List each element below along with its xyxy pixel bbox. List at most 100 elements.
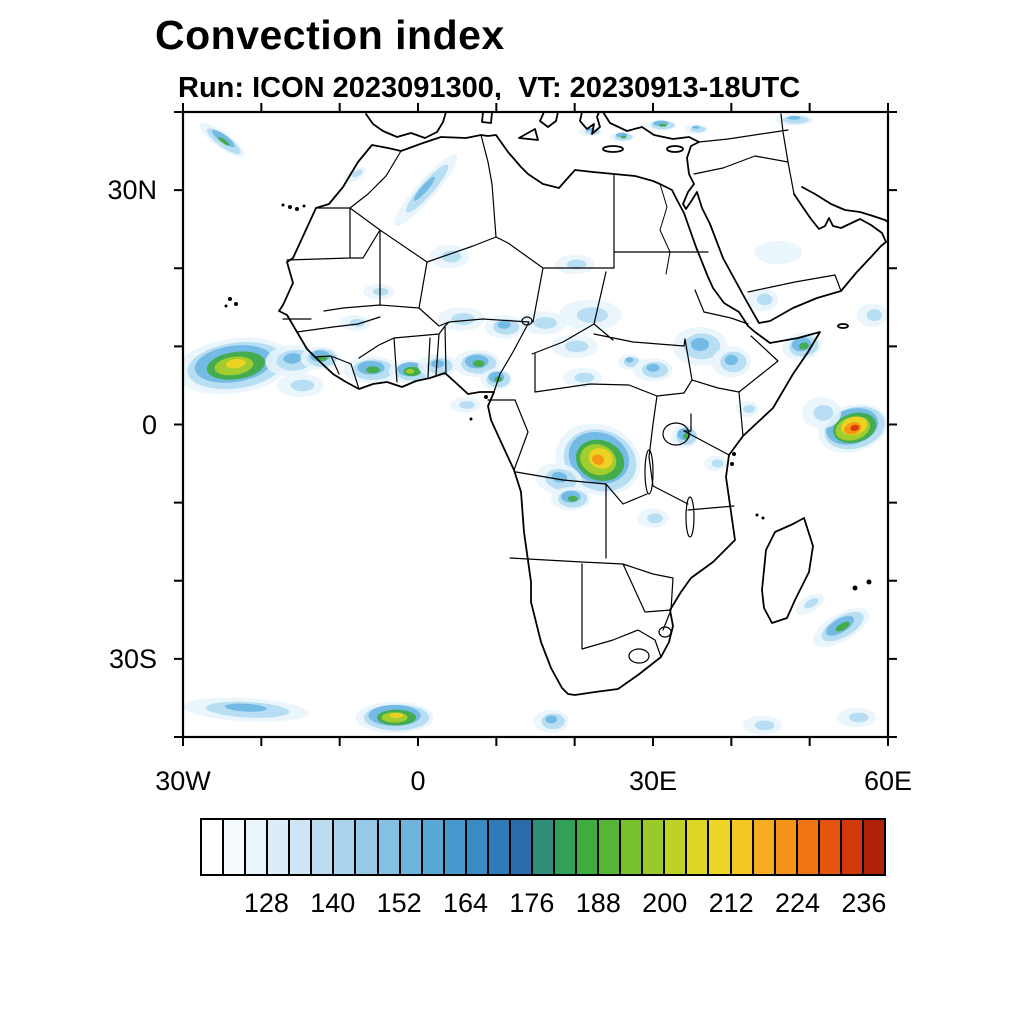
sicily-coastline bbox=[518, 128, 539, 141]
colorbar-segment bbox=[709, 820, 732, 874]
convection-cell bbox=[429, 244, 469, 269]
convection-cell bbox=[562, 367, 603, 388]
colorbar-segment bbox=[268, 820, 291, 874]
colorbar-segment bbox=[731, 820, 754, 874]
colorbar-segment bbox=[665, 820, 688, 874]
convection-cell bbox=[735, 401, 759, 417]
spain-coastline bbox=[365, 111, 447, 139]
lake-tanganyika bbox=[644, 449, 654, 495]
colorbar-segment bbox=[356, 820, 379, 874]
colorbar-tick-label: 164 bbox=[443, 888, 489, 918]
colorbar-segment bbox=[224, 820, 247, 874]
convection-cell bbox=[743, 715, 783, 736]
africa-coastline bbox=[278, 134, 821, 696]
convection-cell bbox=[394, 154, 458, 227]
convection-cell bbox=[437, 307, 485, 331]
colorbar-segment bbox=[797, 820, 820, 874]
x-axis-label: 30E bbox=[628, 766, 678, 796]
convection-cell bbox=[175, 337, 293, 395]
convection-cell bbox=[782, 332, 822, 361]
convection-cell bbox=[645, 119, 677, 131]
convection-cell bbox=[343, 356, 399, 384]
convection-cell bbox=[637, 508, 669, 529]
y-axis-label: 30N bbox=[107, 175, 157, 206]
madagascar-coastline bbox=[761, 517, 814, 624]
y-axis-label: 0 bbox=[141, 409, 157, 440]
run-valid-time-subtitle: Run: ICON 2023091300, VT: 20230913-18UTC bbox=[178, 72, 801, 104]
convection-cell bbox=[449, 397, 481, 413]
convection-cell bbox=[813, 607, 869, 648]
convection-cell bbox=[633, 358, 673, 382]
lake-chad bbox=[521, 316, 533, 326]
colorbar-tick-label: 224 bbox=[774, 888, 820, 918]
convection-cell bbox=[199, 122, 245, 158]
lakes bbox=[521, 316, 695, 538]
colorbar-segment bbox=[488, 820, 511, 874]
colorbar-segment bbox=[510, 820, 533, 874]
cyprus-island bbox=[666, 145, 684, 153]
y-axis-label: 30S bbox=[108, 643, 157, 674]
colorbar-segment bbox=[863, 820, 884, 874]
x-axis-label: 0 bbox=[410, 766, 426, 796]
convection-cell bbox=[551, 487, 591, 511]
country-borders bbox=[282, 113, 842, 664]
small-islands bbox=[224, 203, 872, 591]
colorbar-segment bbox=[334, 820, 357, 874]
lake-malawi bbox=[685, 496, 695, 538]
colorbar-segment bbox=[400, 820, 423, 874]
convection-cell bbox=[555, 423, 641, 496]
italy-coastline bbox=[539, 111, 559, 128]
turkey-coastline bbox=[602, 111, 700, 143]
convection-cell bbox=[344, 166, 366, 183]
convection-cell bbox=[670, 424, 699, 448]
colorbar-segment bbox=[599, 820, 622, 874]
convection-cell bbox=[837, 707, 877, 728]
swaziland-border bbox=[658, 626, 672, 638]
arabia-coastline bbox=[682, 141, 887, 324]
colorbar-segment bbox=[378, 820, 401, 874]
x-axis-label: 30W bbox=[155, 766, 211, 796]
colorbar-tick-label: 236 bbox=[841, 888, 887, 918]
convection-cell bbox=[555, 254, 595, 275]
convection-cell bbox=[300, 346, 340, 370]
greece-coastline bbox=[579, 111, 601, 135]
colorbar-segment bbox=[687, 820, 710, 874]
convection-cell bbox=[551, 334, 599, 359]
colorbar bbox=[200, 818, 886, 876]
convection-cell bbox=[339, 315, 371, 331]
convection-cell bbox=[856, 303, 888, 327]
x-axis-label: 60E bbox=[863, 766, 913, 796]
iran-coastline bbox=[801, 186, 889, 223]
colorbar-segment bbox=[819, 820, 842, 874]
convection-cell bbox=[754, 240, 802, 265]
convection-cell bbox=[484, 315, 524, 339]
colorbar-segment bbox=[643, 820, 666, 874]
colorbar-segment bbox=[422, 820, 445, 874]
colorbar-segment bbox=[290, 820, 313, 874]
graticule-ticks bbox=[174, 103, 897, 746]
colorbar-segment bbox=[577, 820, 600, 874]
colorbar-tick-label: 200 bbox=[642, 888, 688, 918]
africa-map bbox=[171, 100, 900, 749]
colorbar-segment bbox=[775, 820, 798, 874]
sardinia-coastline bbox=[481, 111, 493, 124]
page-title: Convection index bbox=[155, 12, 505, 58]
convection-cell bbox=[519, 311, 567, 335]
colorbar-segment bbox=[621, 820, 644, 874]
colorbar-tick-label: 140 bbox=[310, 888, 356, 918]
colorbar-tick-label: 176 bbox=[509, 888, 555, 918]
convection-cell bbox=[684, 124, 708, 134]
colorbar-segment bbox=[555, 820, 578, 874]
convection-cell bbox=[277, 373, 324, 398]
colorbar-segment bbox=[753, 820, 776, 874]
lesotho-border bbox=[628, 648, 650, 664]
colorbar-segment bbox=[532, 820, 555, 874]
colorbar-segment bbox=[246, 820, 269, 874]
convection-cell bbox=[795, 593, 824, 615]
map-margin-mask bbox=[171, 100, 900, 749]
map-lines bbox=[224, 111, 889, 696]
crete-island bbox=[602, 145, 624, 153]
convection-cell bbox=[363, 283, 395, 300]
convection-cell bbox=[801, 397, 842, 429]
